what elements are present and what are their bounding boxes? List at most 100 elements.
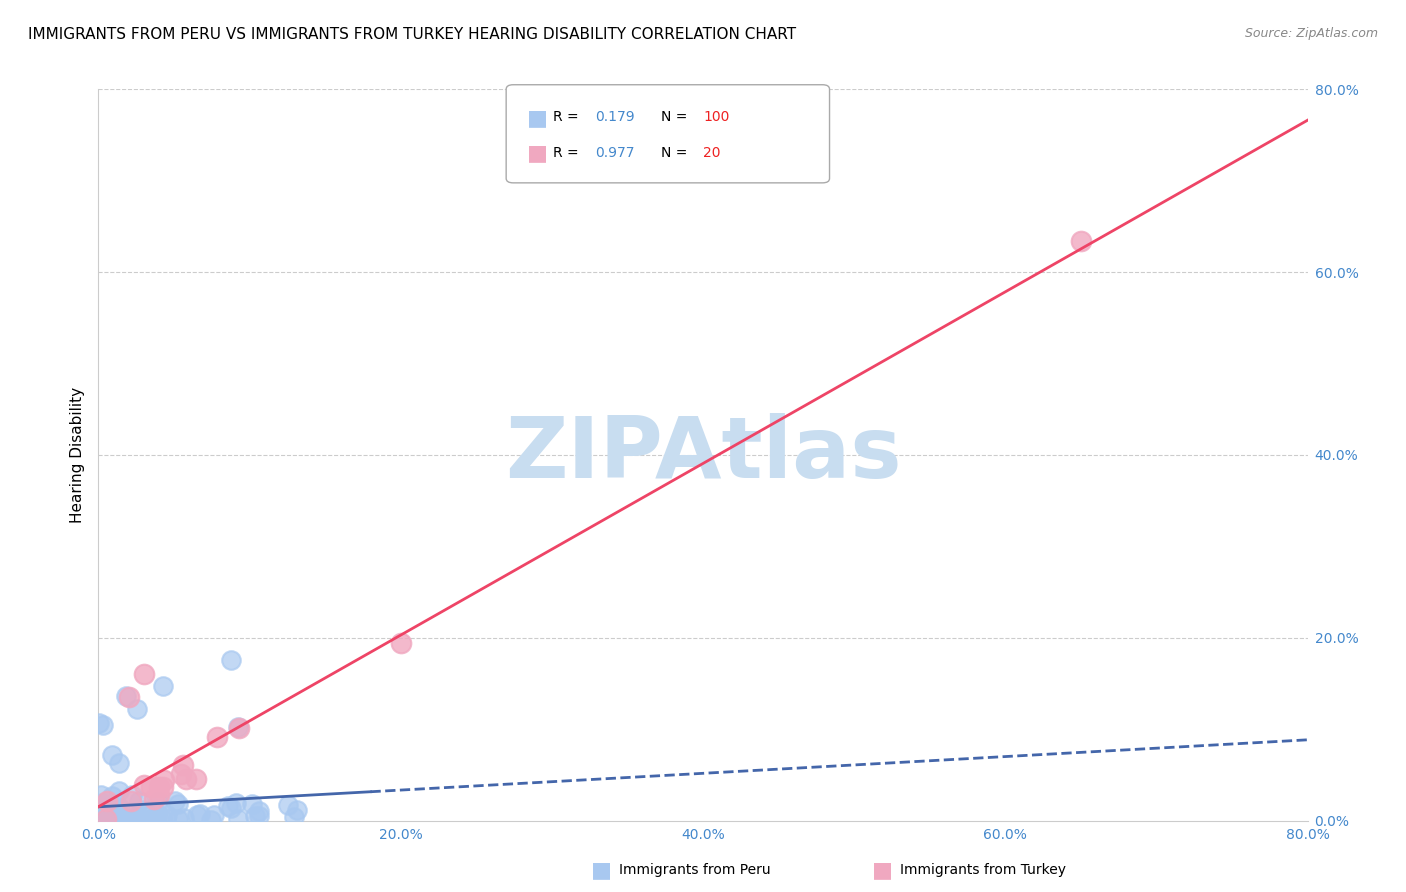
Point bbox=[97, 808, 120, 822]
Point bbox=[90, 788, 112, 802]
Point bbox=[145, 811, 167, 825]
Text: ■: ■ bbox=[527, 144, 548, 163]
Point bbox=[114, 810, 136, 824]
Point bbox=[225, 796, 247, 810]
Text: ■: ■ bbox=[527, 108, 548, 128]
Point bbox=[277, 798, 299, 813]
Point bbox=[200, 814, 222, 828]
Point bbox=[105, 799, 128, 814]
Text: N =: N = bbox=[661, 110, 692, 124]
Y-axis label: Hearing Disability: Hearing Disability bbox=[69, 387, 84, 523]
Point bbox=[205, 730, 228, 744]
Point bbox=[389, 635, 412, 649]
Point bbox=[143, 811, 166, 825]
Point bbox=[148, 788, 170, 802]
Point bbox=[121, 788, 143, 802]
Text: N =: N = bbox=[661, 146, 692, 161]
Point bbox=[226, 720, 249, 734]
Text: ZIPAtlas: ZIPAtlas bbox=[505, 413, 901, 497]
Point bbox=[138, 809, 160, 823]
Point bbox=[184, 772, 207, 786]
Point bbox=[94, 805, 117, 819]
Point bbox=[247, 804, 270, 818]
Text: IMMIGRANTS FROM PERU VS IMMIGRANTS FROM TURKEY HEARING DISABILITY CORRELATION CH: IMMIGRANTS FROM PERU VS IMMIGRANTS FROM … bbox=[28, 27, 796, 42]
Point bbox=[127, 807, 149, 822]
Point bbox=[148, 780, 170, 794]
Point bbox=[228, 721, 250, 735]
Point bbox=[174, 772, 197, 786]
Point bbox=[96, 809, 118, 823]
Text: 0.179: 0.179 bbox=[595, 110, 634, 124]
Point bbox=[108, 808, 131, 822]
Point bbox=[1070, 235, 1092, 249]
Text: R =: R = bbox=[553, 146, 582, 161]
Point bbox=[103, 810, 125, 824]
Point bbox=[89, 811, 111, 825]
Point bbox=[283, 810, 305, 824]
Point bbox=[98, 810, 121, 824]
Point bbox=[202, 807, 225, 822]
Point bbox=[104, 799, 127, 814]
Point bbox=[108, 756, 131, 770]
Point bbox=[155, 811, 177, 825]
Point bbox=[100, 789, 122, 803]
Point bbox=[186, 808, 208, 822]
Point bbox=[91, 799, 114, 814]
Point bbox=[107, 812, 129, 826]
Point bbox=[101, 813, 124, 827]
Point bbox=[96, 812, 118, 826]
Point bbox=[89, 813, 111, 827]
Point bbox=[112, 812, 135, 826]
Point bbox=[93, 799, 115, 814]
Point bbox=[124, 811, 146, 825]
Point bbox=[128, 794, 150, 808]
Point bbox=[115, 814, 138, 828]
Text: ■: ■ bbox=[591, 860, 612, 880]
Point bbox=[93, 802, 115, 816]
Point bbox=[217, 798, 239, 813]
Point bbox=[108, 801, 131, 815]
Point bbox=[108, 814, 131, 828]
Point bbox=[90, 806, 112, 821]
Point bbox=[96, 802, 118, 816]
Point bbox=[152, 773, 174, 788]
Text: 20: 20 bbox=[703, 146, 720, 161]
Point bbox=[285, 803, 308, 817]
Point bbox=[97, 814, 120, 828]
Point bbox=[125, 810, 148, 824]
Point bbox=[115, 689, 138, 703]
Text: 0.977: 0.977 bbox=[595, 146, 634, 161]
Point bbox=[104, 811, 127, 825]
Point bbox=[96, 806, 118, 821]
Point bbox=[166, 797, 188, 811]
Point bbox=[89, 808, 111, 822]
Point bbox=[98, 813, 121, 827]
Point bbox=[143, 792, 166, 806]
Point bbox=[89, 811, 111, 825]
Point bbox=[150, 811, 173, 825]
Point bbox=[142, 812, 165, 826]
Point bbox=[91, 812, 114, 826]
Point bbox=[96, 805, 118, 820]
Point bbox=[172, 758, 194, 772]
Text: Source: ZipAtlas.com: Source: ZipAtlas.com bbox=[1244, 27, 1378, 40]
Point bbox=[163, 794, 186, 808]
Point bbox=[219, 801, 242, 815]
Point bbox=[93, 717, 115, 731]
Point bbox=[96, 793, 118, 807]
Point bbox=[132, 667, 155, 681]
Point bbox=[156, 807, 179, 822]
Point bbox=[141, 780, 163, 794]
Point bbox=[166, 812, 188, 826]
Point bbox=[243, 809, 266, 823]
Point bbox=[173, 811, 195, 825]
Text: Immigrants from Turkey: Immigrants from Turkey bbox=[900, 863, 1066, 877]
Point bbox=[117, 812, 139, 826]
Point bbox=[91, 796, 114, 810]
Point bbox=[89, 807, 111, 822]
Point bbox=[91, 810, 114, 824]
Point bbox=[91, 814, 114, 828]
Point bbox=[96, 807, 118, 822]
Point bbox=[105, 812, 128, 826]
Point bbox=[125, 702, 148, 716]
